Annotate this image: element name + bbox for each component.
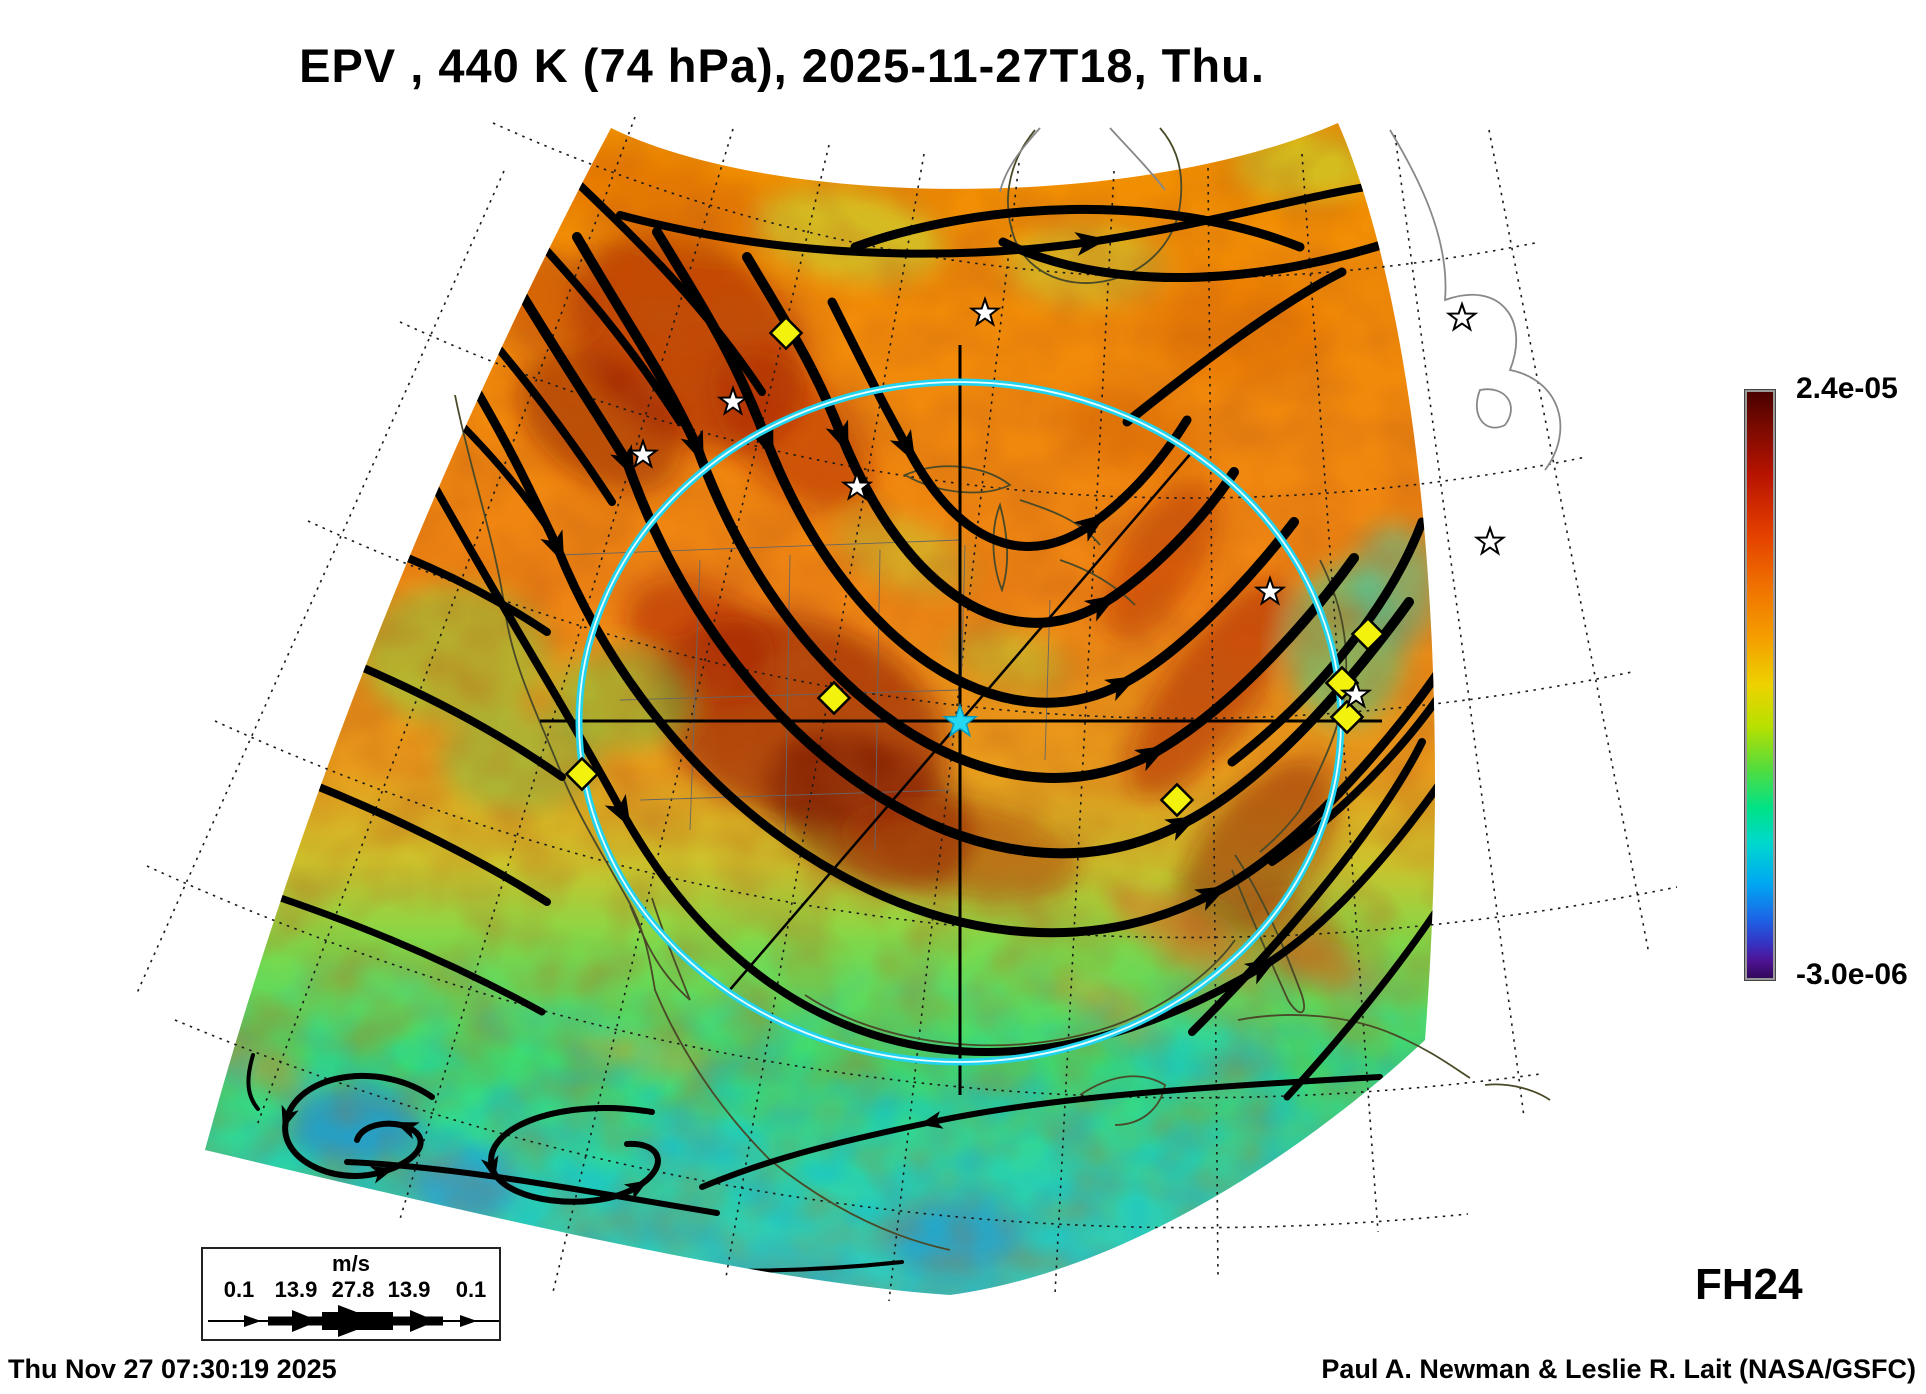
legend-value: 13.9 (274, 1277, 318, 1302)
streamlines (223, 148, 1435, 1273)
wind-speed-legend: m/s 0.1 13.9 27.8 13.9 0.1 (201, 1247, 501, 1341)
legend-units-label: m/s (332, 1251, 370, 1276)
colorbar (1744, 389, 1776, 981)
credit-label: Paul A. Newman & Leslie R. Lait (NASA/GS… (1321, 1354, 1916, 1384)
legend-value: 0.1 (455, 1277, 487, 1302)
legend-value: 0.1 (223, 1277, 255, 1302)
star-markers (626, 295, 1507, 709)
forecast-hour-label: FH24 (1695, 1260, 1803, 1309)
colorbar-max-label: 2.4e-05 (1796, 372, 1898, 405)
page-title: EPV , 440 K (74 hPa), 2025-11-27T18, Thu… (299, 39, 1265, 92)
legend-arrow-scale (208, 1305, 499, 1337)
epv-field (205, 123, 1435, 1295)
colorbar-min-label: -3.0e-06 (1796, 958, 1908, 991)
timestamp-label: Thu Nov 27 07:30:19 2025 (8, 1354, 337, 1384)
center-star-icon (941, 702, 979, 738)
legend-value: 13.9 (387, 1277, 431, 1302)
legend-value: 27.8 (331, 1277, 375, 1302)
